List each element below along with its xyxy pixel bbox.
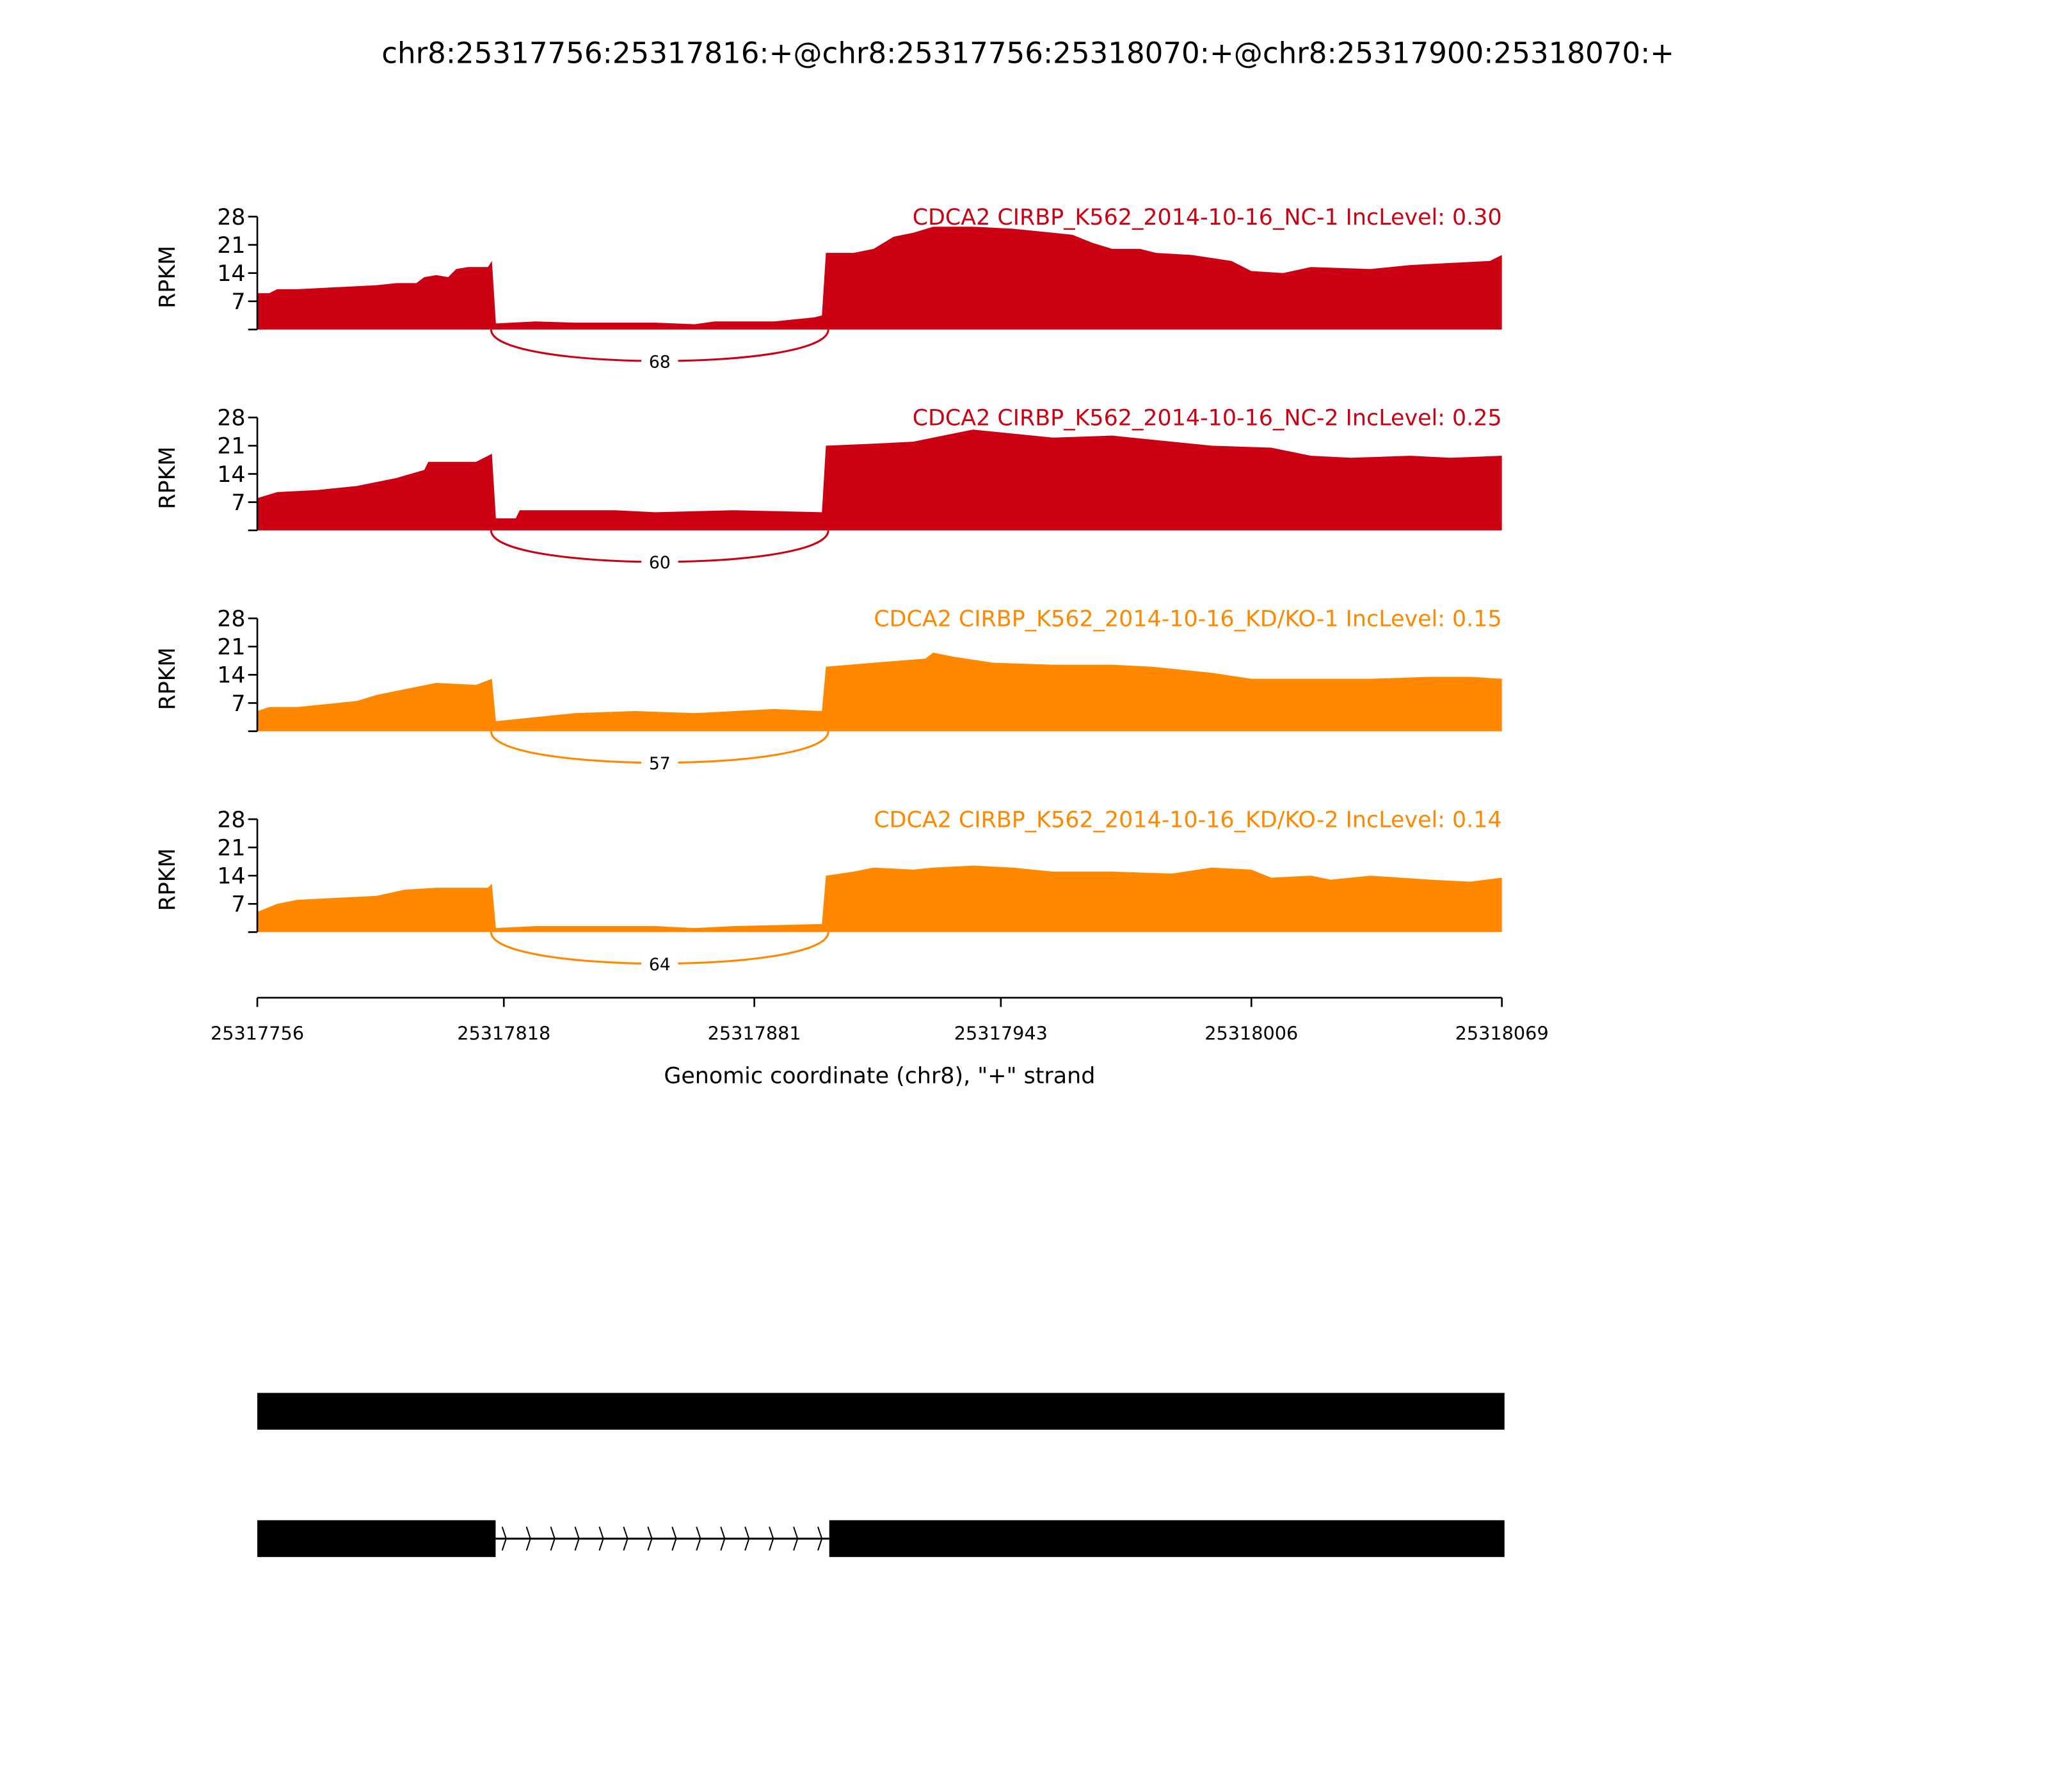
strand-chevron-icon bbox=[817, 1526, 823, 1551]
strand-chevron-icon bbox=[550, 1526, 556, 1551]
x-tick-label: 25317881 bbox=[708, 1023, 801, 1044]
junction-label-bg bbox=[641, 550, 678, 574]
strand-chevron-icon bbox=[598, 1526, 604, 1551]
strand-chevron-icon bbox=[574, 1526, 580, 1551]
coverage-area bbox=[257, 865, 1502, 932]
y-tick-label: 7 bbox=[231, 289, 245, 315]
y-tick-label: 21 bbox=[217, 233, 245, 259]
x-tick-label: 25317818 bbox=[457, 1023, 550, 1044]
y-axis-label: RPKM bbox=[155, 848, 180, 911]
x-tick-label: 25317943 bbox=[954, 1023, 1048, 1044]
x-tick-label: 25317756 bbox=[211, 1023, 304, 1044]
transcript-model bbox=[257, 1520, 1505, 1557]
strand-chevron-icon bbox=[769, 1526, 774, 1551]
y-tick-label: 21 bbox=[217, 635, 245, 660]
y-tick-label: 14 bbox=[217, 663, 245, 689]
coverage-track: 714 21 28 RPKM CDCA2 CIRBP_K562_2014-10-16_K… bbox=[155, 606, 1502, 775]
track-label: CDCA2 CIRBP_K562_2014-10-16_KD/KO-1 IncL… bbox=[874, 606, 1501, 632]
strand-chevron-icon bbox=[623, 1526, 628, 1551]
transcript-model bbox=[257, 1393, 1505, 1430]
track-label: CDCA2 CIRBP_K562_2014-10-16_KD/KO-2 IncL… bbox=[874, 807, 1501, 833]
x-axis: 25317756 25317818 25317881 25317943 25318006… bbox=[211, 996, 1549, 1044]
coverage-area bbox=[257, 429, 1502, 531]
y-tick-label: 14 bbox=[217, 864, 245, 890]
y-tick-label: 7 bbox=[231, 691, 245, 717]
x-axis-label: Genomic coordinate (chr8), "+" strand bbox=[664, 1063, 1095, 1089]
strand-chevron-icon bbox=[671, 1526, 677, 1551]
y-axis-label: RPKM bbox=[155, 647, 180, 710]
junction-label-bg bbox=[641, 349, 678, 373]
track-label: CDCA2 CIRBP_K562_2014-10-16_NC-1 IncLeve… bbox=[913, 205, 1502, 230]
strand-chevron-icon bbox=[501, 1526, 507, 1551]
y-tick-label: 21 bbox=[217, 434, 245, 460]
y-axis-label: RPKM bbox=[155, 246, 180, 308]
y-tick-label: 7 bbox=[231, 490, 245, 516]
junction-count: 57 bbox=[649, 754, 671, 774]
coverage-area bbox=[257, 652, 1502, 732]
x-tick-label: 25318069 bbox=[1455, 1023, 1549, 1044]
chart-title: chr8:25317756:25317816:+@chr8:25317756:2… bbox=[381, 36, 1674, 70]
junction-label-bg bbox=[641, 751, 678, 775]
y-tick-label: 28 bbox=[217, 606, 245, 632]
exon-block bbox=[257, 1393, 1505, 1430]
y-tick-label: 28 bbox=[217, 807, 245, 833]
y-tick-label: 28 bbox=[217, 406, 245, 431]
y-axis-label: RPKM bbox=[155, 447, 180, 509]
y-tick-label: 28 bbox=[217, 205, 245, 230]
junction-count: 68 bbox=[649, 352, 671, 372]
y-tick-label: 14 bbox=[217, 462, 245, 488]
exon-block bbox=[829, 1520, 1505, 1557]
strand-chevron-icon bbox=[720, 1526, 726, 1551]
y-tick-label: 7 bbox=[231, 892, 245, 918]
x-tick-label: 25318006 bbox=[1204, 1023, 1298, 1044]
track-label: CDCA2 CIRBP_K562_2014-10-16_NC-2 IncLeve… bbox=[913, 406, 1502, 431]
junction-count: 64 bbox=[649, 955, 671, 975]
exon-block bbox=[257, 1520, 496, 1557]
y-tick-label: 21 bbox=[217, 835, 245, 861]
strand-chevron-icon bbox=[744, 1526, 750, 1551]
strand-chevron-icon bbox=[696, 1526, 701, 1551]
strand-chevron-icon bbox=[793, 1526, 799, 1551]
strand-chevron-icon bbox=[525, 1526, 531, 1551]
junction-count: 60 bbox=[649, 553, 671, 573]
coverage-area bbox=[257, 227, 1502, 330]
junction-label-bg bbox=[641, 952, 678, 976]
y-tick-label: 14 bbox=[217, 261, 245, 287]
strand-chevron-icon bbox=[647, 1526, 653, 1551]
gene-models bbox=[257, 1393, 1505, 1557]
